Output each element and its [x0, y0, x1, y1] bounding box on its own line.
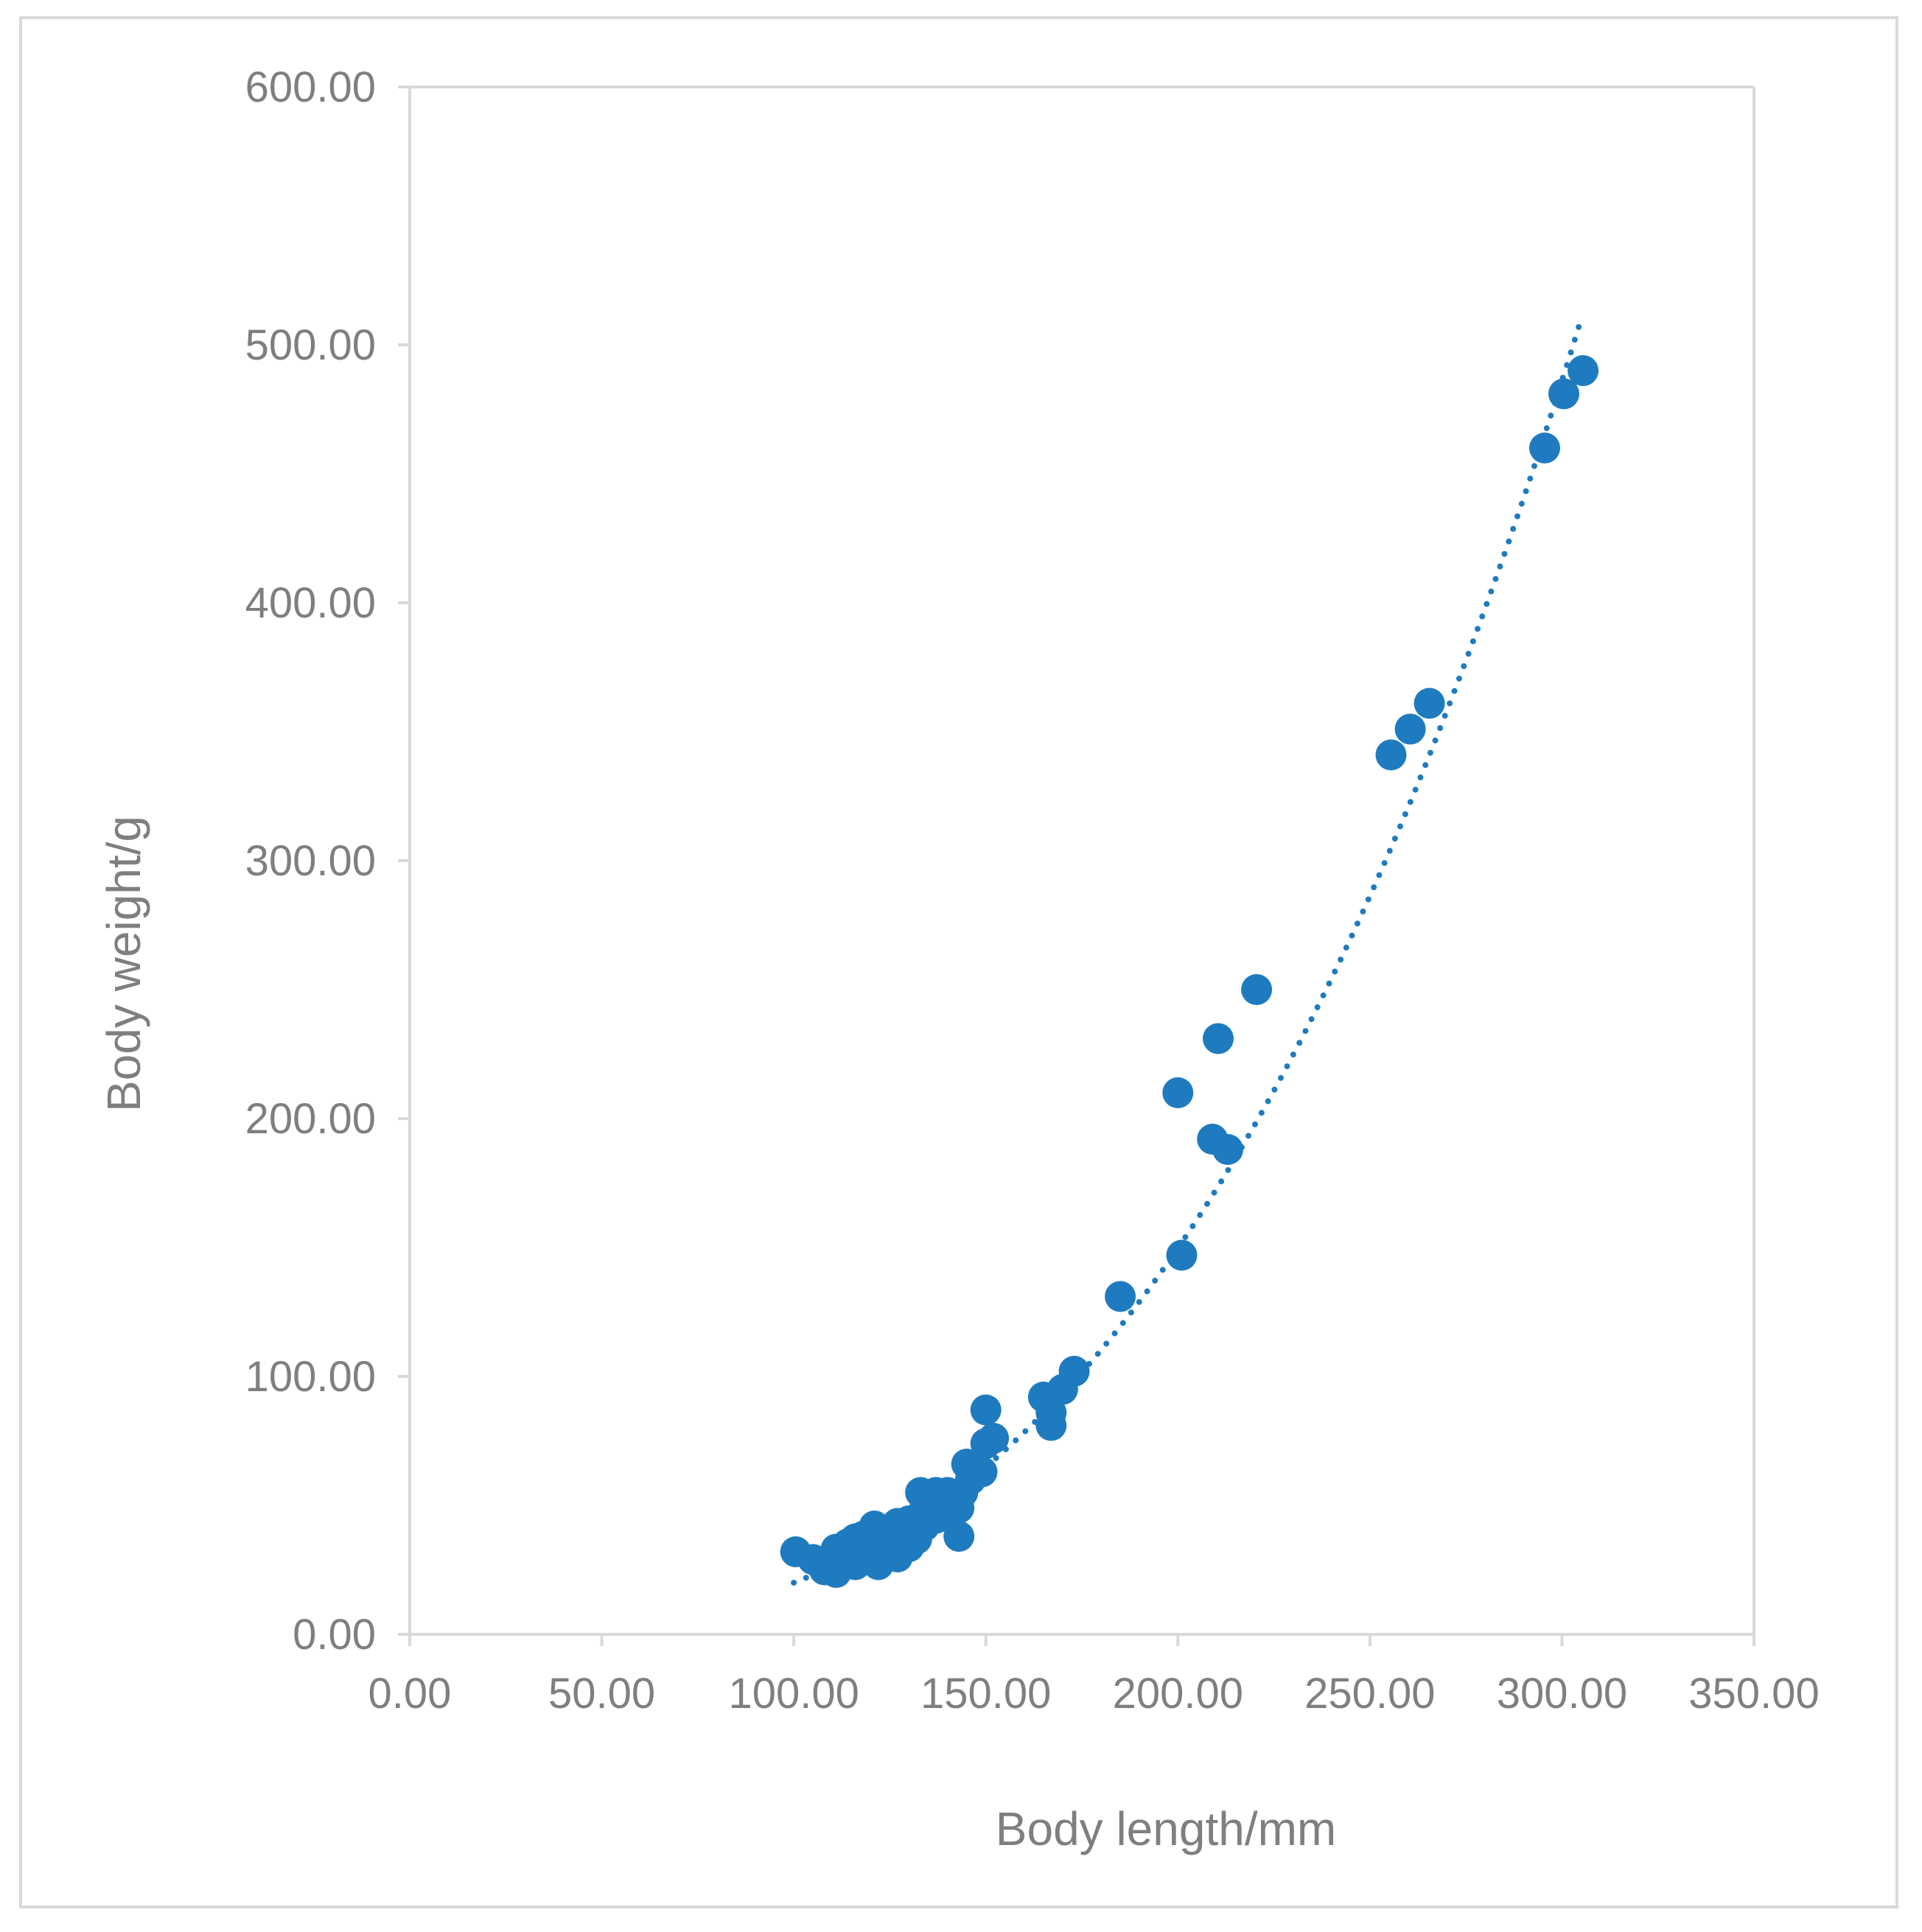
data-point — [1162, 1077, 1194, 1108]
data-point — [1203, 1023, 1234, 1054]
data-point — [1413, 687, 1445, 719]
y-tick-label: 400.00 — [245, 579, 376, 627]
tick-labels: 0.00 50.00 100.00 150.00 200.00 250.00 300.00 3… — [245, 63, 1820, 1718]
x-tick-label: 50.00 — [548, 1670, 655, 1718]
y-tick-label: 0.00 — [293, 1611, 376, 1659]
x-tick-label: 250.00 — [1304, 1670, 1435, 1718]
data-point — [978, 1423, 1010, 1454]
y-tick-label: 600.00 — [245, 63, 376, 111]
data-point — [1105, 1281, 1136, 1312]
data-point — [1241, 974, 1273, 1005]
x-axis-title: Body length/mm — [996, 1802, 1336, 1855]
data-point — [970, 1394, 1002, 1426]
trendline — [791, 316, 1584, 1586]
x-tick-label: 350.00 — [1688, 1670, 1819, 1718]
scatter-chart: 0.00 50.00 100.00 150.00 200.00 250.00 300.00 3… — [97, 63, 1820, 1855]
x-tick-label: 200.00 — [1113, 1670, 1243, 1718]
y-tick-label: 100.00 — [245, 1353, 376, 1401]
data-point — [943, 1521, 975, 1552]
data-point — [1548, 378, 1579, 410]
data-points — [780, 355, 1599, 1588]
data-point — [1058, 1356, 1090, 1387]
x-tick-label: 100.00 — [728, 1670, 859, 1718]
y-tick-label: 300.00 — [245, 837, 376, 885]
y-tick-label: 200.00 — [245, 1095, 376, 1143]
data-point — [966, 1456, 998, 1488]
data-point — [1568, 355, 1599, 386]
data-point — [1529, 433, 1560, 463]
data-point — [1166, 1239, 1198, 1271]
trendline-group — [791, 316, 1584, 1586]
axes — [398, 85, 1755, 1646]
x-tick-label: 0.00 — [368, 1670, 452, 1718]
data-point — [1212, 1134, 1243, 1165]
y-tick-label: 500.00 — [245, 321, 376, 369]
data-point — [1035, 1397, 1067, 1428]
data-point — [1375, 739, 1407, 771]
chart-frame: 0.00 50.00 100.00 150.00 200.00 250.00 300.00 3… — [19, 16, 1898, 1908]
data-point — [1394, 713, 1426, 745]
x-tick-label: 300.00 — [1497, 1670, 1627, 1718]
y-axis-title: Body weight/g — [97, 816, 150, 1112]
x-tick-label: 150.00 — [920, 1670, 1051, 1718]
